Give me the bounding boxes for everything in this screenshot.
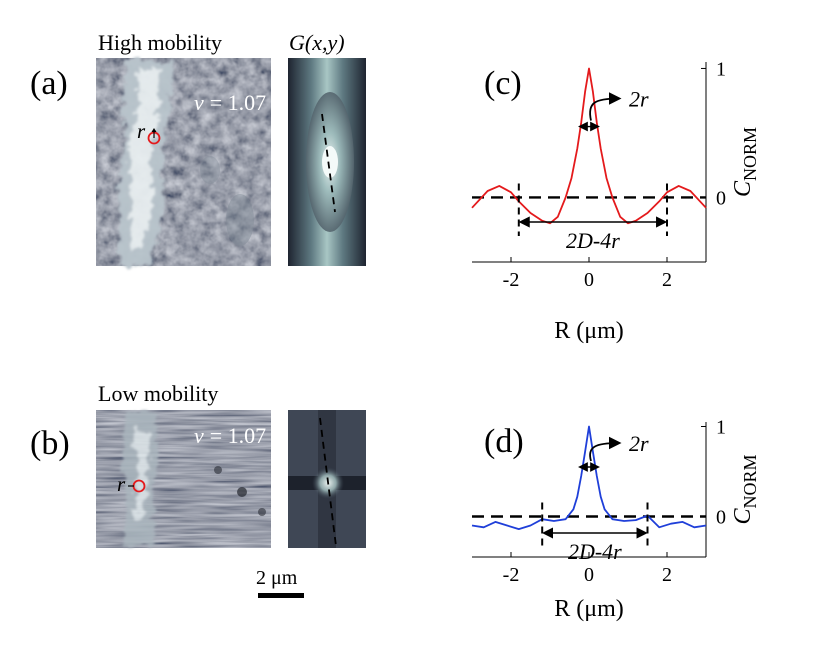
panel-b-corr-axis — [319, 417, 337, 547]
panel-d-ylabel-sub: NORM — [740, 454, 760, 508]
panel-b: (b) Low mobility r ν = 1.07 2 μm — [30, 381, 366, 598]
panel-a-nu-symbol: ν — [194, 90, 204, 115]
panel-c-peak-label: 2r — [629, 87, 649, 112]
panel-c-ytick-label: 0 — [716, 187, 726, 209]
panel-a-radius-arrowhead — [151, 128, 157, 132]
panel-c-ylabel-main: C — [730, 180, 756, 197]
panel-d-width-label: 2D-4r — [568, 539, 622, 564]
panel-c-peak-callout — [589, 92, 622, 121]
panel-d-ytick-label: 1 — [716, 417, 726, 439]
panel-c-xtick-label: 2 — [662, 269, 672, 291]
panel-d-chart: -2 0 2 0 1 2D-4r 2r (d) R (μm) CNORM — [471, 417, 760, 622]
panel-d-ytick-label: 0 — [716, 507, 726, 529]
panel-c-label: (c) — [484, 65, 522, 102]
panel-a-corr-image — [288, 58, 366, 266]
panel-c-width-label: 2D-4r — [566, 228, 620, 253]
panel-d-series-line — [471, 425, 707, 530]
panel-d-xtick-label: -2 — [503, 564, 520, 586]
panel-d-peak-callout — [589, 436, 622, 462]
panel-c-ylabel: CNORM — [730, 127, 760, 197]
scale-bar-label: 2 μm — [256, 567, 298, 589]
panel-b-nu-symbol: ν — [194, 423, 204, 448]
panel-a-title: High mobility — [98, 30, 222, 55]
panel-a-label: (a) — [30, 65, 68, 102]
panel-c-chart: -2 0 2 0 1 2D-4r 2r (c) R (μm) CNORM — [471, 58, 760, 344]
panel-a-nu: ν = 1.07 — [194, 90, 266, 115]
panel-a-nu-value: = 1.07 — [210, 90, 266, 115]
panel-a-image: r ν = 1.07 — [96, 58, 271, 266]
scale-bar-line — [258, 593, 304, 598]
panel-d-ylabel-main: C — [730, 508, 756, 525]
panel-d-xtick-label: 0 — [584, 564, 594, 586]
panel-b-title: Low mobility — [98, 381, 218, 406]
panel-c-xlabel: R (μm) — [554, 318, 624, 344]
panel-b-nu-value: = 1.07 — [210, 423, 266, 448]
panel-c-ytick-label: 1 — [716, 58, 726, 80]
panel-a: (a) High mobility r ν = 1.07 G(x,y) — [30, 30, 366, 266]
panel-c-ylabel-sub: NORM — [740, 127, 760, 181]
panel-a-corr-axis — [321, 113, 336, 213]
panel-a-radius-label: r — [137, 119, 146, 143]
panel-d-xlabel: R (μm) — [554, 596, 624, 622]
panel-d-peak-label: 2r — [629, 431, 649, 456]
panel-b-radius-label: r — [117, 472, 126, 496]
scale-bar: 2 μm — [256, 567, 304, 598]
panel-d-ylabel: CNORM — [730, 454, 760, 524]
panel-b-image: r ν = 1.07 — [96, 410, 271, 548]
panel-d-xtick-label: 2 — [662, 564, 672, 586]
panel-c-xtick-label: -2 — [503, 269, 520, 291]
panel-d-label: (d) — [484, 423, 524, 460]
panel-b-label: (b) — [30, 425, 70, 462]
panel-c-xtick-label: 0 — [584, 269, 594, 291]
panel-a-corr-title: G(x,y) — [289, 30, 345, 55]
panel-c-series-line — [471, 67, 707, 225]
panel-b-corr-image — [288, 410, 366, 548]
panel-b-nu: ν = 1.07 — [194, 423, 266, 448]
